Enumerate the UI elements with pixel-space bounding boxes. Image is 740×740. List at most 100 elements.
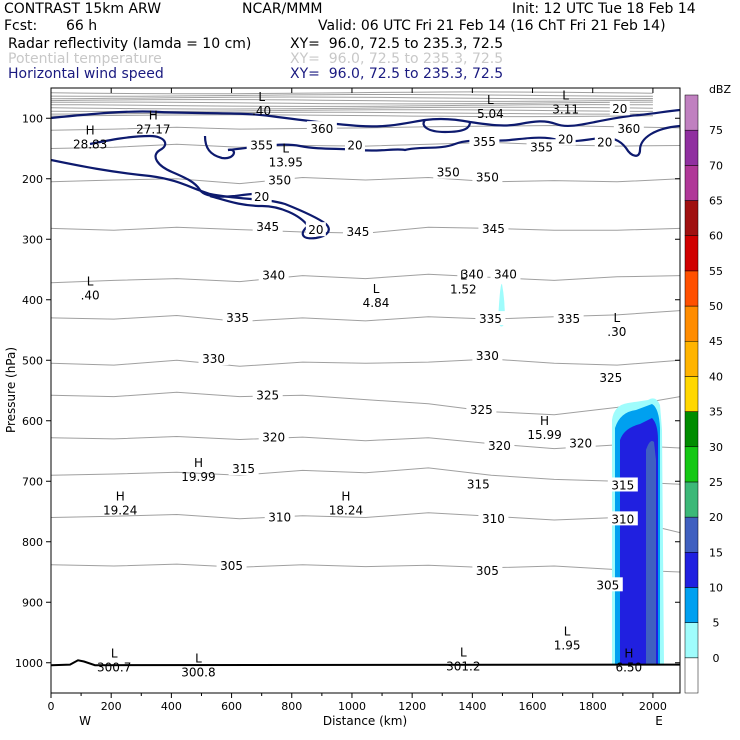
y-tick-label: 200 — [22, 173, 43, 186]
wind-contour-20-jet-left-loop — [203, 135, 236, 160]
wind-label-bg — [594, 134, 615, 149]
colorbar-swatch — [684, 622, 699, 659]
extremum-type: L — [373, 282, 380, 296]
x-tick-label: 400 — [161, 700, 182, 713]
wind-label-bg — [305, 222, 326, 237]
theta-label-bg — [264, 509, 295, 524]
extremum-type: L — [613, 311, 620, 325]
colorbar-swatch — [684, 270, 699, 307]
colorbar-level: 25 — [709, 476, 723, 489]
colorbar-level: 15 — [709, 546, 723, 559]
colorbar-swatch — [684, 94, 699, 131]
center-title: NCAR/MMM — [242, 1, 323, 17]
theta-label-bg — [252, 387, 283, 402]
valid-time: Valid: 06 UTC Fri 21 Feb 14 (16 ChT Fri … — [318, 18, 666, 34]
wind-label-20: 20 — [347, 138, 362, 152]
theta-label-bg — [478, 510, 509, 525]
field-theta-name: Potential temperature — [8, 51, 162, 67]
wind-label-20: 20 — [597, 135, 612, 149]
extremum-value: 300.7 — [97, 661, 131, 675]
colorbar-swatch — [684, 235, 699, 272]
theta-label-310: 310 — [268, 511, 291, 525]
theta-label-320: 320 — [569, 437, 592, 451]
theta-label-345: 345 — [482, 222, 505, 236]
theta-contour-325 — [51, 391, 680, 416]
y-tick-label: 1000 — [15, 657, 43, 670]
extremum-type: L — [460, 269, 467, 283]
theta-label-355: 355 — [530, 140, 553, 154]
theta-label-bg — [463, 476, 494, 491]
theta-label-bg — [595, 369, 626, 384]
reflectivity-colorbar: 0 5 10 15 20 25 30 35 40 45 50 55 60 65 70 75 — [684, 94, 723, 694]
colorbar-level: 50 — [709, 300, 723, 313]
theta-contour-310 — [51, 512, 680, 534]
y-tick-label: 100 — [22, 112, 43, 125]
theta-label-bg — [246, 137, 277, 152]
colorbar-swatch — [684, 200, 699, 236]
theta-contour-315 — [51, 467, 680, 485]
theta-label-bg — [472, 348, 503, 363]
extremum-type: L — [258, 90, 265, 104]
colorbar-level: 40 — [709, 370, 723, 383]
colorbar-swatch — [684, 129, 699, 166]
theta-label-355: 355 — [250, 138, 273, 152]
y-tick-label: 900 — [22, 596, 43, 609]
y-tick-label: 800 — [22, 536, 43, 549]
wind-contour-20-trough — [89, 134, 269, 198]
theta-label-bg — [258, 429, 289, 444]
terrain-surface — [50, 659, 681, 667]
y-tick-label: 300 — [22, 233, 43, 246]
theta-label-bg — [433, 164, 464, 179]
theta-label-bg — [478, 220, 509, 235]
colorbar-level: 35 — [709, 406, 723, 419]
wind-label-20: 20 — [308, 223, 323, 237]
colorbar-level: 55 — [709, 265, 723, 278]
extremum-type: H — [341, 489, 350, 503]
theta-label-bg — [484, 438, 515, 453]
colorbar-swatch — [684, 165, 699, 201]
theta-label-315: 315 — [467, 477, 490, 491]
colorbar-swatch — [684, 587, 699, 623]
theta-label-345: 345 — [256, 220, 279, 234]
colorbar-swatch — [684, 305, 699, 342]
theta-contour-335 — [51, 310, 680, 323]
fcst-value: 66 h — [66, 18, 98, 34]
y-tick-label: 500 — [22, 354, 43, 367]
extremum-value: 3.11 — [552, 102, 579, 116]
extremum-value: 18.24 — [329, 503, 363, 517]
theta-label-bg — [306, 121, 337, 136]
extremum-value: 15.99 — [527, 428, 561, 442]
wind-contour-20-jet-lower — [227, 124, 680, 157]
colorbar-swatch — [684, 411, 699, 448]
extremum-value: 5.04 — [477, 107, 504, 121]
y-tick-label: 600 — [22, 415, 43, 428]
theta-label-325: 325 — [599, 371, 622, 385]
colorbar-level: 30 — [709, 441, 723, 454]
extremum-value: 28.83 — [73, 137, 107, 151]
colorbar-level: 65 — [709, 195, 723, 208]
theta-label-bg — [565, 435, 596, 450]
upper-theta-line — [51, 101, 653, 105]
colorbar-swatch — [684, 481, 699, 518]
colorbar-swatch — [684, 657, 699, 694]
extremum-value: .40 — [252, 104, 271, 118]
theta-label-330: 330 — [202, 352, 225, 366]
theta-label-305: 305 — [596, 578, 619, 592]
theta-label-bg — [592, 577, 623, 592]
theta-label-bg — [526, 139, 557, 154]
colorbar-level: 60 — [709, 230, 723, 243]
theta-label-335: 335 — [226, 311, 249, 325]
wind-label-bg — [251, 188, 272, 203]
theta-label-bg — [222, 309, 253, 324]
reflectivity-shading — [498, 283, 664, 665]
theta-label-330: 330 — [476, 349, 499, 363]
extremum-type: L — [195, 652, 202, 666]
theta-label-bg — [457, 266, 488, 281]
colorbar-level: 75 — [709, 124, 723, 137]
wind-label-20: 20 — [254, 190, 269, 204]
wind-contour-20-jet-main — [51, 108, 680, 128]
theta-label-315: 315 — [611, 478, 634, 492]
x-axis: 0 200 400 600 800 1000 1200 1400 1600 1800 2000 — [48, 88, 667, 713]
theta-label-bg — [342, 223, 373, 238]
